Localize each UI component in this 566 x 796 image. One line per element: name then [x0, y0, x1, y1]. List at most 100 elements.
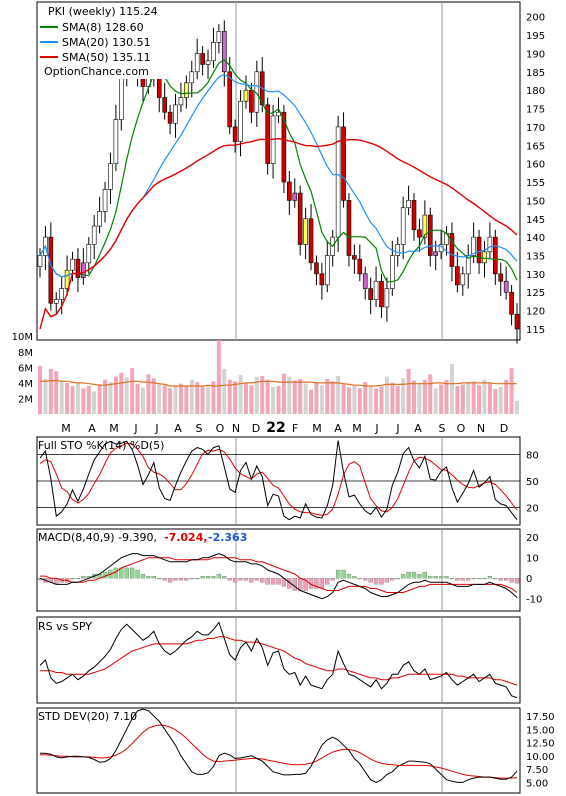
volume-bar: [135, 383, 140, 414]
x-axis-label: N: [477, 422, 485, 435]
price-candle: [476, 236, 482, 264]
std-axis-label: 5.00: [526, 778, 548, 789]
volume-bar: [249, 385, 254, 414]
volume-bar: [309, 389, 314, 414]
price-candle: [417, 229, 422, 238]
price-axis-label: 170: [526, 123, 545, 134]
x-axis-label: J: [133, 422, 137, 435]
price-candle: [216, 31, 222, 43]
volume-bar: [271, 386, 276, 414]
price-axis-label: 120: [526, 307, 545, 318]
volume-bar: [178, 383, 183, 414]
x-axis-label: O: [216, 422, 225, 435]
macd-histogram-bar: [335, 569, 341, 579]
x-axis-label: A: [174, 422, 182, 435]
macd-histogram-bar: [303, 578, 308, 591]
macd-histogram-bar: [211, 576, 216, 579]
price-candle: [422, 214, 428, 238]
watermark: OptionChance.com: [44, 65, 149, 78]
macd-histogram-bar: [167, 578, 173, 583]
macd-histogram-bar: [493, 578, 498, 580]
price-candle: [200, 53, 205, 65]
volume-axis-label: 6M: [18, 363, 33, 374]
macd-histogram-bar: [70, 578, 75, 580]
macd-histogram-bar: [157, 578, 162, 580]
macd-histogram-bar: [384, 578, 390, 583]
sto-title: Full STO %K(14) %D(5): [38, 439, 164, 452]
price-candle: [53, 299, 59, 304]
price-candle: [37, 255, 43, 267]
macd-histogram-bar: [184, 578, 189, 581]
macd-histogram-bar: [227, 578, 232, 581]
price-candle: [75, 258, 81, 278]
price-candle: [411, 200, 417, 231]
rs-title: RS vs SPY: [38, 620, 92, 633]
price-candle: [48, 236, 54, 304]
price-candle: [287, 181, 292, 201]
macd-histogram-bar: [330, 578, 335, 581]
macd-histogram-bar: [129, 567, 135, 579]
legend-box: [40, 3, 180, 79]
volume-bar: [303, 383, 308, 414]
volume-bar: [515, 400, 519, 414]
price-candle: [352, 255, 357, 260]
sto-axis-label: 80: [526, 451, 539, 462]
macd-histogram-bar: [254, 578, 259, 581]
volume-bar: [265, 379, 270, 414]
macd-axis-label: 10: [526, 554, 539, 565]
price-candle: [265, 104, 270, 164]
price-candle: [384, 288, 390, 308]
macd-histogram-bar: [422, 571, 428, 579]
macd-line: [39, 553, 518, 600]
volume-bar: [233, 381, 238, 414]
price-candle: [368, 288, 373, 300]
price-candle: [173, 104, 178, 124]
price-candle: [70, 258, 75, 271]
macd-histogram-bar: [232, 578, 238, 583]
volume-bar: [75, 382, 80, 414]
volume-bar: [504, 379, 509, 414]
macd-histogram-bar: [444, 576, 449, 579]
price-candle: [319, 273, 325, 286]
macd-histogram-bar: [195, 578, 200, 580]
volume-bar: [200, 386, 205, 414]
x-axis-label: J: [154, 422, 158, 435]
price-candle: [91, 225, 97, 245]
price-candle: [335, 126, 341, 238]
volume-bar: [108, 382, 113, 414]
macd-histogram-bar: [341, 569, 346, 579]
macd-histogram-bar: [81, 576, 86, 579]
price-candle: [184, 82, 189, 98]
volume-bar: [444, 379, 449, 414]
macd-histogram-bar: [401, 573, 406, 579]
price-axis-label: 190: [526, 49, 545, 60]
price-axis-label: 135: [526, 252, 545, 263]
price-axis-label: 165: [526, 141, 545, 152]
volume-bar: [65, 382, 70, 414]
price-candle: [189, 71, 195, 84]
macd-histogram-bar: [222, 576, 227, 579]
volume-bar: [59, 380, 64, 414]
macd-histogram-bar: [466, 578, 471, 581]
price-axis-label: 185: [526, 68, 545, 79]
volume-bar: [325, 379, 330, 414]
rs-line: [39, 621, 518, 699]
volume-bar: [38, 365, 42, 414]
macd-histogram-bar: [346, 573, 352, 579]
volume-bar: [314, 382, 319, 414]
volume-bar: [211, 381, 216, 414]
legend-sma50: SMA(50) 135.11: [62, 51, 151, 64]
price-candle: [487, 236, 493, 253]
volume-bar: [460, 384, 465, 414]
x-axis-label: N: [232, 422, 240, 435]
price-candle: [514, 313, 520, 330]
price-candle: [281, 111, 287, 183]
macd-histogram-bar: [471, 578, 476, 580]
price-candle: [162, 97, 167, 113]
macd-histogram-bar: [504, 578, 509, 581]
price-candle: [238, 100, 243, 142]
volume-bar: [124, 377, 129, 414]
sto-axis-label: 50: [526, 477, 539, 488]
volume-bar: [357, 388, 362, 414]
volume-bar: [162, 385, 167, 414]
